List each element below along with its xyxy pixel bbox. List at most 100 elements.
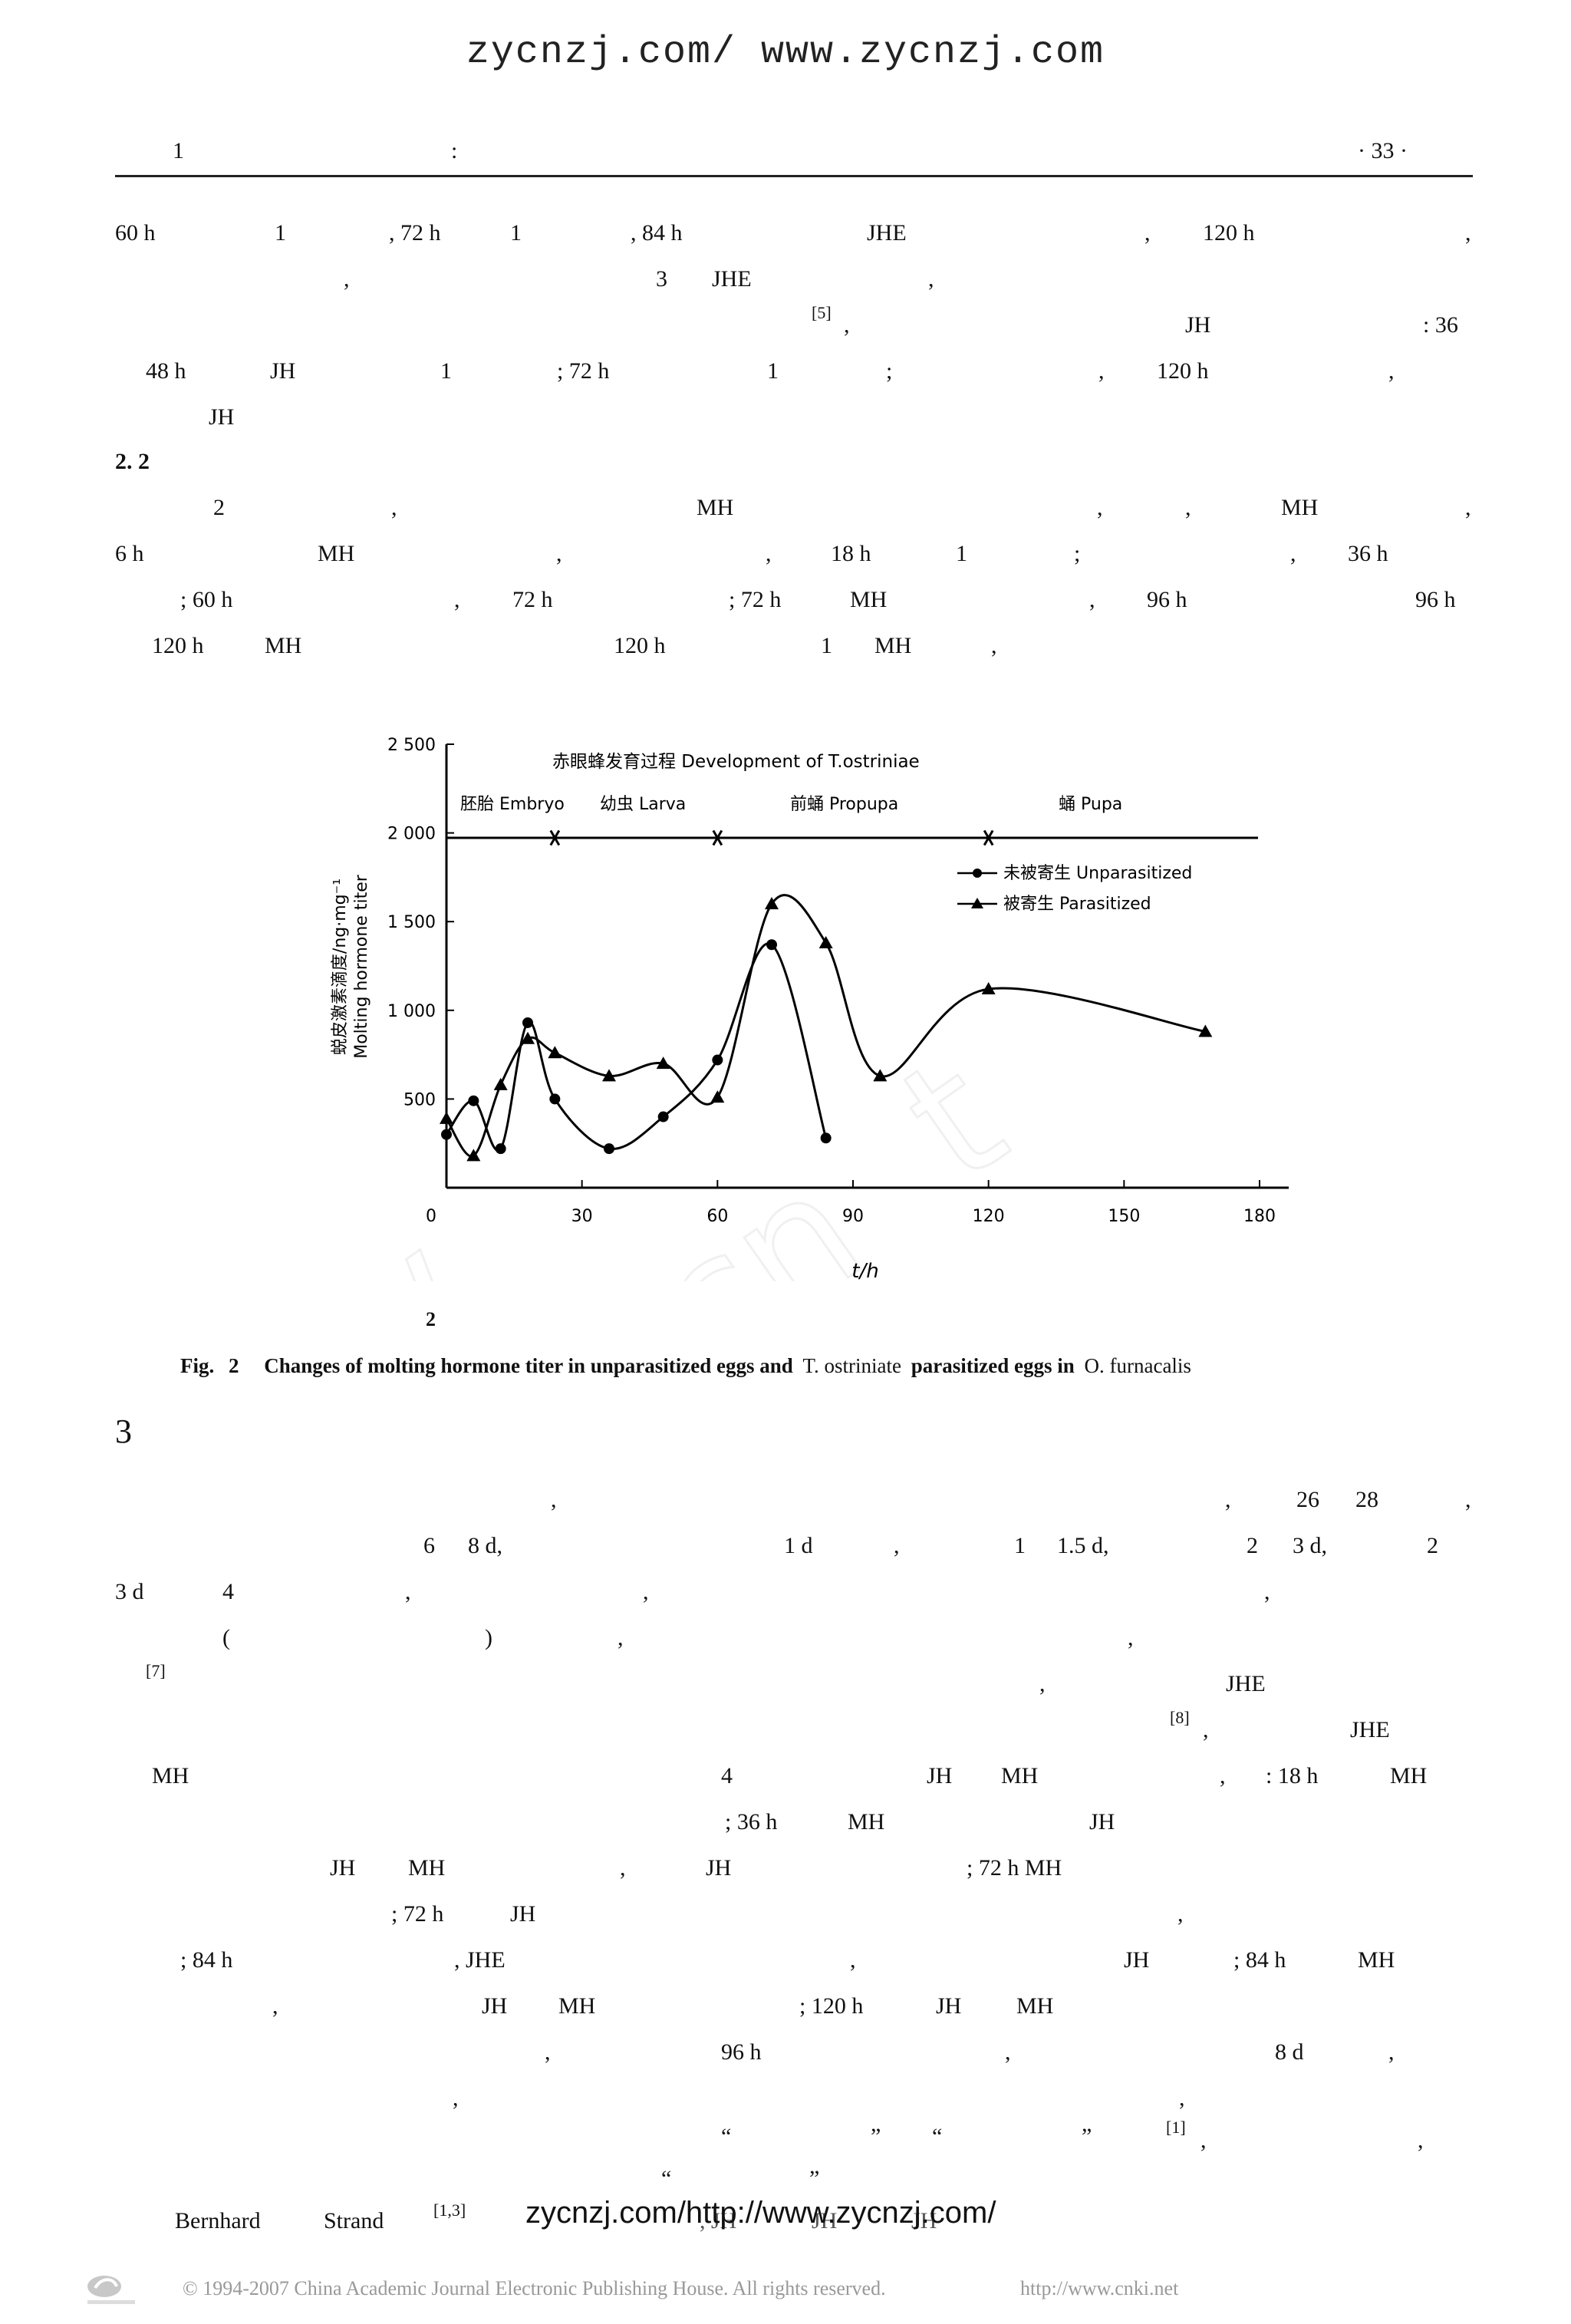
cnki-watermark: W cn t [268,1019,1038,1477]
data-point-parasitized [656,1057,670,1070]
text-fragment: , [1388,358,1395,384]
text-fragment: , [453,2085,459,2111]
text-fragment: ; 84 h [1233,1947,1286,1973]
y-axis-title-en: Molting hormone titer [352,874,371,1059]
text-fragment: , [1185,495,1191,520]
text-fragment: 96 h [1147,587,1187,612]
stage-boundaries [546,829,997,846]
text-fragment: , [545,2039,551,2065]
y-tick-label: 2 500 [387,736,436,755]
text-fragment: ; 60 h [180,587,233,612]
header-left-number: 1 [173,138,184,163]
text-fragment: “ [721,2124,732,2149]
text-fragment: 1 [510,220,522,246]
figure-2: W cn t 500 1 000 1 500 2 000 2 500 30 60 90 120… [268,706,1304,1477]
text-fragment: ; 120 h [799,1993,864,2019]
data-point-parasitized [873,1069,888,1082]
text-fragment: , [551,1487,557,1512]
text-fragment: , [454,587,460,612]
text-fragment: , [1203,1717,1209,1742]
data-point-unparasitized [604,1143,614,1155]
stage-boundary-asterisk [546,829,564,846]
text-fragment: , [556,541,562,566]
y-ticks: 500 1 000 1 500 2 000 2 500 [387,736,454,1109]
y-tick-label: 2 000 [387,825,436,844]
text-fragment: 18 h [831,541,871,566]
text-fragment: , [1465,1487,1471,1512]
data-point-unparasitized [766,939,777,951]
text-fragment: , [405,1579,411,1604]
figure-number: 2 [426,1308,436,1330]
text-fragment: MH [1390,1763,1428,1788]
text-fragment: , [1220,1763,1226,1788]
x-tick-label: 60 [706,1207,728,1226]
citation-ref: [8] [1170,1708,1190,1727]
y-axis-title: 蜕皮激素滴度/ng·mg⁻¹ Molting hormone titer [331,874,371,1059]
data-point-unparasitized [820,1132,832,1144]
text-fragment: , [643,1579,649,1604]
asterisk-stroke [712,829,723,846]
y-axis-title-cn: 蜕皮激素滴度/ng·mg⁻¹ [331,879,350,1055]
text-fragment: , 84 h [631,220,683,246]
text-fragment: MH [874,633,912,658]
header-rule [115,175,1473,177]
text-fragment: ” [871,2124,881,2149]
text-fragment: MH [1001,1763,1039,1788]
text-fragment: 96 h [1415,587,1456,612]
caption-text-1: Changes of molting hormone titer in unpa… [264,1354,793,1377]
y-tick-label: 500 [403,1090,436,1109]
text-fragment: , JHE [454,1947,506,1973]
header-page-number: · 33 · [1358,138,1408,163]
stage-label-pupa: 蛹 Pupa [1059,795,1122,814]
y-tick-label: 1 500 [387,913,436,932]
caption-species-2: O. furnacalis [1084,1354,1191,1377]
text-fragment: ; 72 h [557,358,610,384]
data-point-parasitized [1198,1024,1213,1037]
text-fragment: 2 [1247,1533,1258,1558]
section-heading-2-2: 2. 2 [115,449,150,474]
data-point-unparasitized [712,1054,723,1066]
text-fragment: 3 d, [1293,1533,1327,1558]
data-point-unparasitized [549,1093,561,1105]
text-fragment: , [928,266,934,292]
text-fragment: MH [1281,495,1319,520]
text-fragment: , [844,312,850,338]
text-fragment: , [894,1533,900,1558]
text-fragment: MH [558,1993,596,2019]
series-line-parasitized [445,894,1206,1158]
text-fragment: Strand [324,2208,384,2233]
text-fragment: , [1128,1625,1134,1650]
text-fragment: ; 72 h [729,587,782,612]
text-fragment: , [1290,541,1296,566]
text-fragment: JH [209,404,235,430]
text-fragment: Bernhard [175,2208,261,2233]
legend-label-parasitized: 被寄生 Parasitized [1003,895,1151,914]
text-fragment: JH [270,358,296,384]
text-fragment: 120 h [614,633,666,658]
stage-boundary-asterisk [709,829,726,846]
legend-label-unparasitized: 未被寄生 Unparasitized [1003,864,1192,883]
site-watermark-top: zycnzj.com/ www.zycnzj.com [466,31,1105,74]
footer-url[interactable]: http://www.cnki.net [1020,2277,1179,2299]
data-point-parasitized [765,897,779,910]
text-fragment: JH [1089,1809,1115,1834]
text-fragment: 3 d [115,1579,144,1604]
text-fragment: 120 h [1157,358,1209,384]
text-fragment: MH [265,633,302,658]
text-fragment: ” [809,2166,820,2191]
text-fragment: 1.5 d, [1057,1533,1109,1558]
text-fragment: ; 72 h [391,1901,444,1927]
text-fragment: , [766,541,772,566]
text-fragment: 1 [275,220,286,246]
text-fragment: 120 h [1203,220,1255,246]
text-fragment: “ [932,2124,943,2149]
series-lines [445,894,1206,1158]
text-fragment: , JH [700,2208,737,2233]
text-fragment: ; 84 h [180,1947,233,1973]
text-fragment: 2 [213,495,225,520]
text-fragment: MH [850,587,888,612]
text-fragment: : 18 h [1266,1763,1319,1788]
text-fragment: , [1418,2128,1424,2153]
text-fragment: , [1465,220,1471,246]
data-point-parasitized [710,1090,725,1103]
